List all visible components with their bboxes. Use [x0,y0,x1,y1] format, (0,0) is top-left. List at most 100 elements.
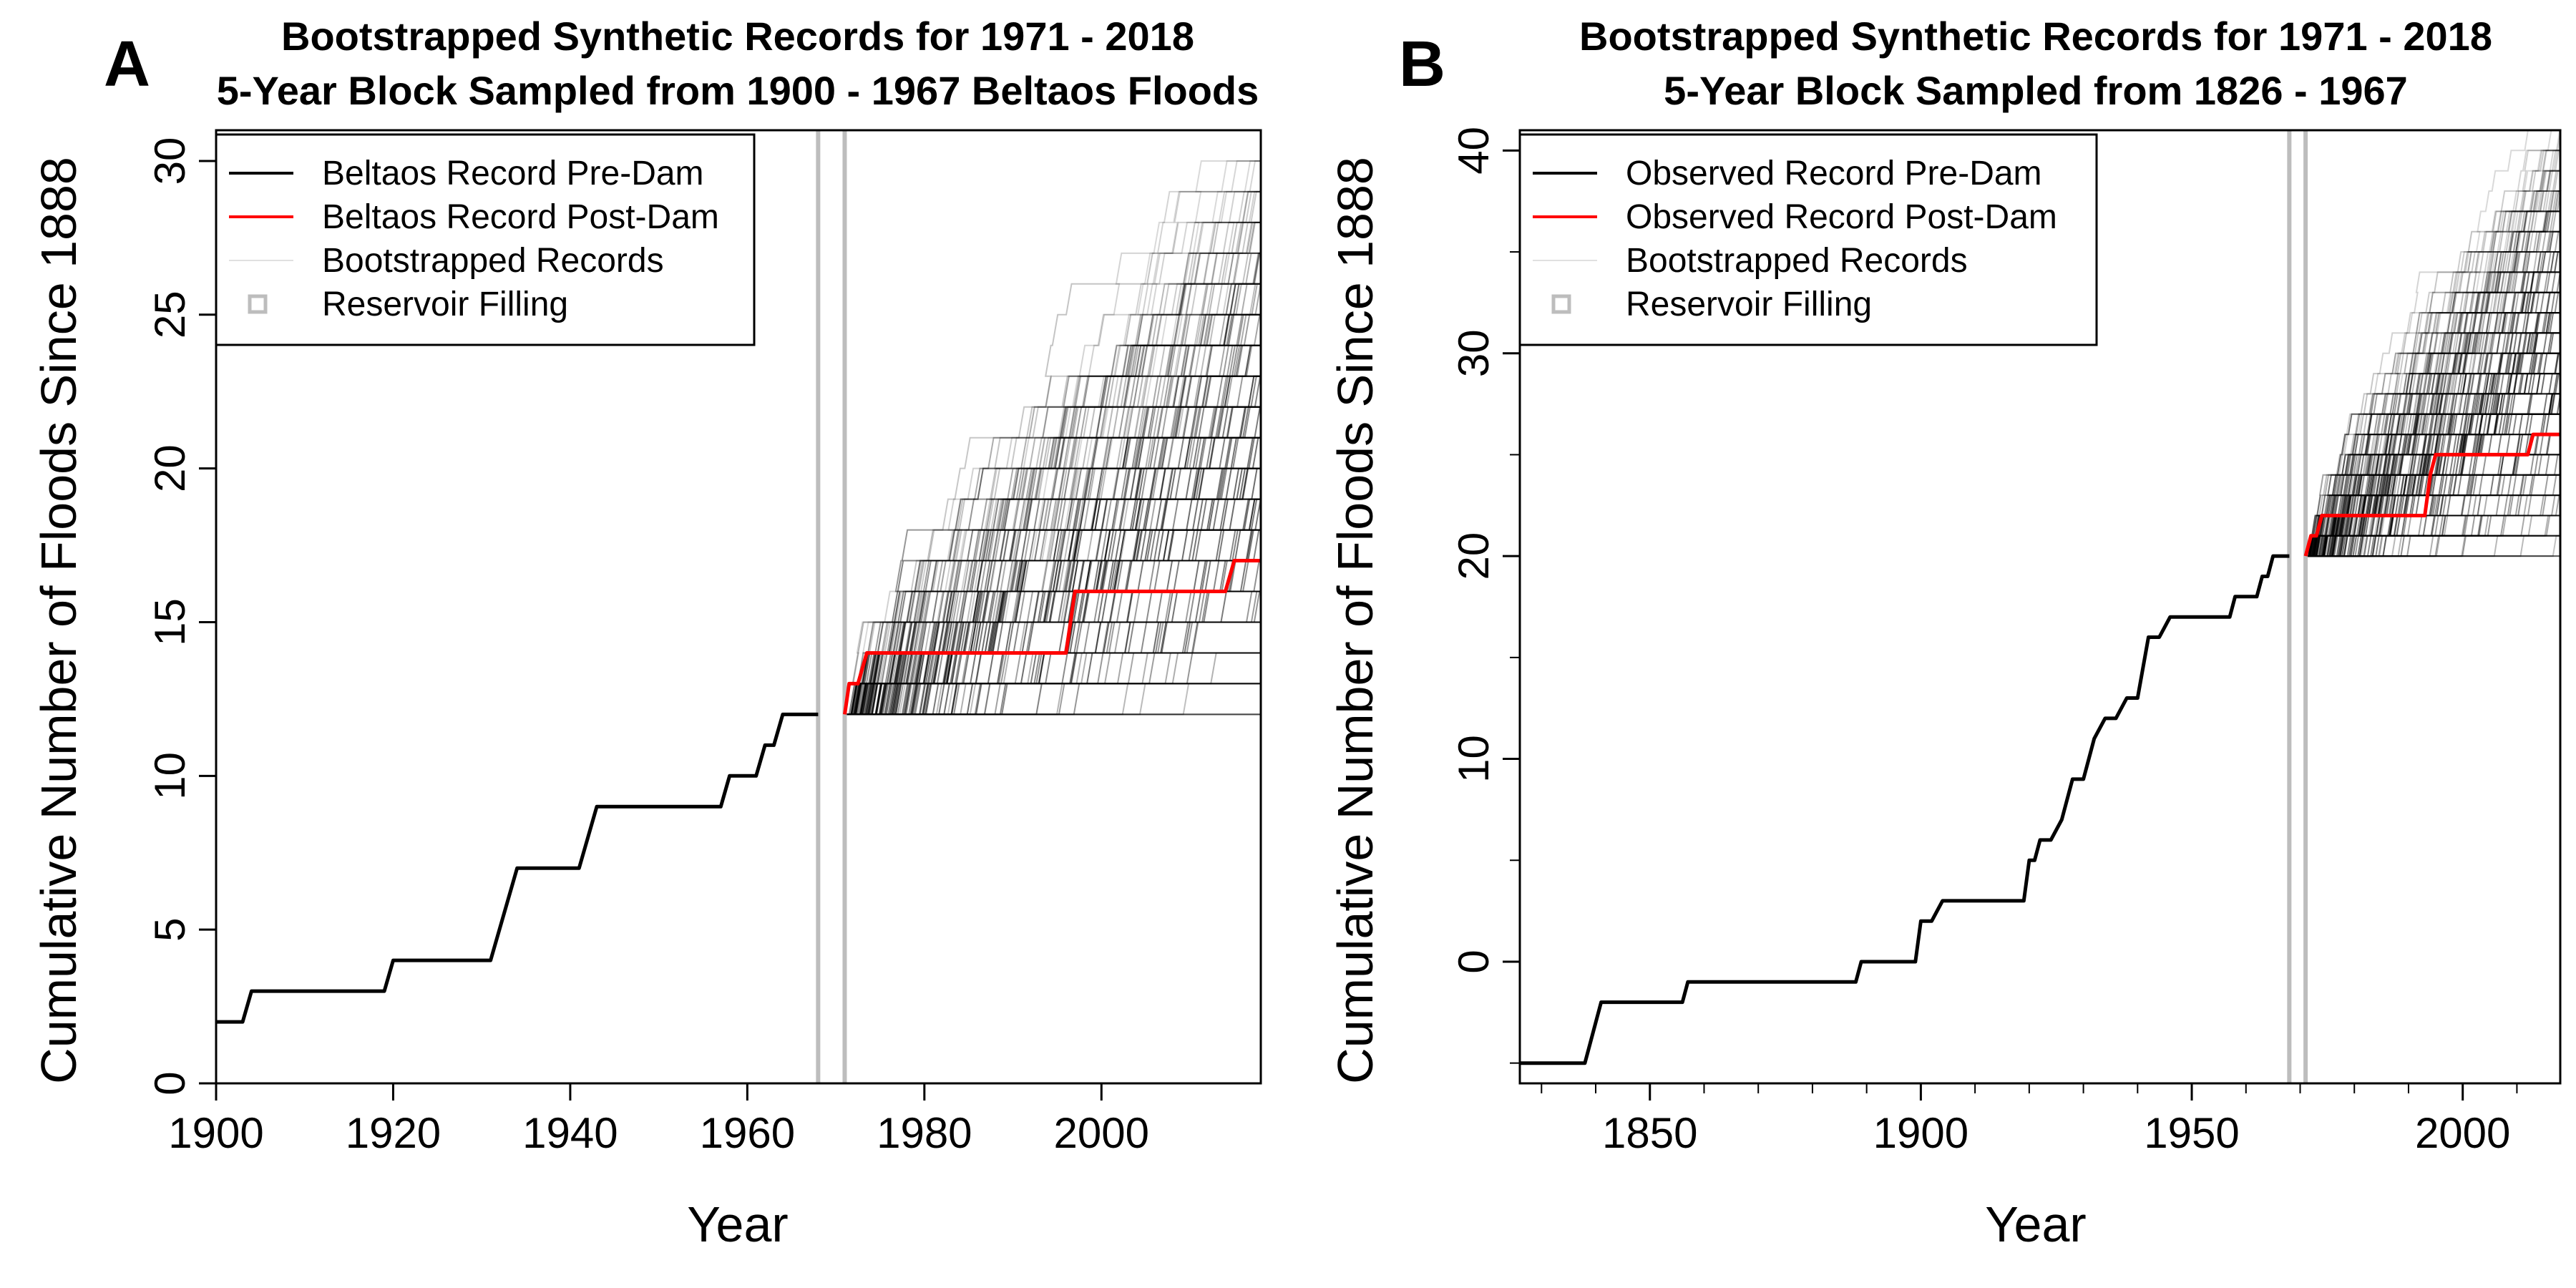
bootstrapped-record-line [844,406,1261,716]
bootstrapped-record-line [2306,251,2560,557]
bootstrapped-record-line [2306,251,2560,557]
bootstrapped-record-line [2306,150,2560,557]
panel-b-y-axis-label: Cumulative Number of Floods Since 1888 [1327,157,1383,1084]
bootstrapped-record-line [2306,210,2560,557]
bootstrapped-record-line [844,160,1261,716]
bootstrapped-record-line [2306,230,2560,557]
bootstrapped-record-line [844,160,1261,716]
panel-b-y-tick-label: 20 [1450,532,1498,580]
bootstrapped-record-line [2306,474,2560,557]
bootstrapped-record-line [844,252,1261,716]
panel-a-series-pre-dam-line [216,712,819,1024]
bootstrapped-record-line [2306,130,2560,557]
bootstrapped-record-line [2306,210,2560,557]
bootstrapped-record-line [844,375,1261,716]
bootstrapped-record-line [2306,170,2560,557]
bootstrapped-record-line [844,406,1261,716]
bootstrapped-record-line [2306,454,2560,557]
bootstrapped-record-line [844,160,1261,716]
bootstrapped-record-line [844,252,1261,716]
bootstrapped-record-line [2306,150,2560,557]
bootstrapped-record-line [2306,251,2560,557]
bootstrapped-record-line [844,375,1261,716]
panel-a-x-tick-label: 1920 [346,1109,441,1157]
bootstrapped-record-line [2306,170,2560,557]
bootstrapped-record-line [2306,170,2560,557]
panel-b-title-line2: 5-Year Block Sampled from 1826 - 1967 [1664,68,2408,113]
panel-a-legend-box [215,133,756,346]
bootstrapped-record-line [2306,190,2560,557]
panel-b-title-line1: Bootstrapped Synthetic Records for 1971 … [1579,14,2492,59]
bootstrapped-record-line [844,375,1261,716]
bootstrapped-record-line [2306,251,2560,557]
bootstrapped-record-line [2306,210,2560,557]
panel-a-x-tick-label: 1940 [522,1109,618,1157]
bootstrapped-record-line [844,406,1261,716]
panel-b-legend-label-post-dam: Observed Record Post-Dam [1626,198,2057,236]
panel-a-plot-area: 1900 1920 1940 1960 1980 2000 0 5 10 15 20 25 30 [146,129,1262,1157]
panel-a-legend-label-bootstrapped: Bootstrapped Records [322,242,664,280]
panel-a-bootstrapped-records [844,160,1262,716]
bootstrapped-record-line [844,621,1261,716]
bootstrapped-record-line [844,190,1261,716]
panel-b-legend-label-pre-dam: Observed Record Pre-Dam [1626,155,2042,192]
bootstrapped-record-line [2306,150,2560,557]
bootstrapped-record-line [844,190,1261,716]
bootstrapped-record-line [844,621,1261,716]
bootstrapped-record-line [2306,170,2560,557]
bootstrapped-record-line [2306,210,2560,557]
bootstrapped-record-line [2306,150,2560,557]
bootstrapped-record-line [844,621,1261,716]
bootstrapped-record-line [2306,130,2560,557]
panel-a-legend-label-reservoir: Reservoir Filling [322,286,568,323]
panel-a-x-tick-label: 1900 [168,1109,263,1157]
panel-b-x-tick-label: 2000 [2415,1109,2510,1157]
bootstrapped-record-line [2306,332,2560,557]
bootstrapped-record-line [2306,494,2560,557]
bootstrapped-record-line [2306,494,2560,557]
bootstrapped-record-line [2306,332,2560,557]
bootstrapped-record-line [2306,190,2562,557]
panel-b-plot-area: 1850 1900 1950 2000 0 10 20 30 40 [1450,127,2562,1157]
bootstrapped-record-line [844,190,1261,716]
bootstrapped-record-line [2306,535,2560,557]
panel-a-y-axis-label: Cumulative Number of Floods Since 1888 [31,157,87,1084]
bootstrapped-record-line [844,221,1261,716]
bootstrapped-record-line [2306,150,2560,557]
bootstrapped-record-line [2306,230,2560,557]
panel-a-x-axis-label: Year [687,1196,788,1252]
panel-a: A Bootstrapped Synthetic Records for 197… [31,14,1262,1252]
bootstrapped-record-line [844,436,1261,716]
bootstrapped-record-line [2306,454,2560,557]
bootstrapped-record-line [2306,535,2560,557]
panel-b: B Bootstrapped Synthetic Records for 197… [1327,14,2562,1252]
bootstrapped-record-line [2306,170,2560,557]
panel-a-title-line2: 5-Year Block Sampled from 1900 - 1967 Be… [217,68,1259,113]
bootstrapped-record-line [844,221,1261,716]
panel-a-y-tick-label: 10 [146,752,194,800]
bootstrapped-record-line [844,160,1261,716]
panel-a-y-tick-label: 25 [146,291,194,338]
panel-a-x-tick-label: 2000 [1054,1109,1149,1157]
bootstrapped-record-line [2306,474,2560,557]
bootstrapped-record-line [2306,251,2560,557]
panel-b-legend-box [1518,133,2098,346]
bootstrapped-record-line [844,221,1261,716]
bootstrapped-record-line [2306,494,2560,557]
bootstrapped-record-line [2306,535,2560,557]
panel-a-x-tick-label: 1980 [877,1109,972,1157]
panel-b-letter: B [1399,29,1445,100]
bootstrapped-record-line [844,252,1261,716]
bootstrapped-record-line [2306,373,2560,557]
bootstrapped-record-line [2306,251,2560,557]
bootstrapped-record-line [844,252,1261,716]
bootstrapped-record-line [2306,190,2560,557]
bootstrapped-record-line [2306,230,2560,557]
bootstrapped-record-line [2306,251,2560,557]
bootstrapped-record-line [844,190,1261,716]
bootstrapped-record-line [2306,130,2562,557]
bootstrapped-record-line [844,436,1261,716]
bootstrapped-record-line [2306,150,2560,557]
bootstrapped-record-line [844,406,1261,716]
bootstrapped-record-line [2306,251,2560,557]
